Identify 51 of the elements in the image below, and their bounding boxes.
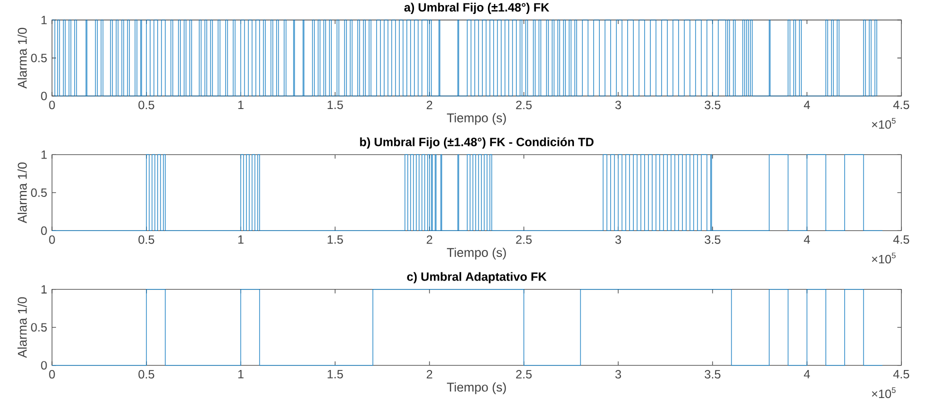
- y-tick-label: 0: [41, 92, 47, 100]
- y-axis-title: Alarma 1/0: [17, 162, 27, 224]
- chart-title: c) Umbral Adaptativo FK: [407, 272, 547, 284]
- x-axis-title: Tiempo (s): [446, 248, 506, 260]
- x-tick-label: 2.5: [516, 235, 532, 244]
- x-tick-label: 4.5: [893, 370, 910, 378]
- x-tick-label: 3.5: [704, 100, 720, 110]
- y-tick-label: 1: [42, 285, 47, 294]
- x-tick-label: 0: [49, 100, 55, 110]
- x-tick-label: 4: [804, 100, 810, 109]
- x-tick-label: 1: [238, 370, 244, 378]
- x-tick-label: 0.5: [138, 370, 154, 379]
- x-tick-label: 4.5: [893, 100, 910, 110]
- x-tick-label: 3: [615, 100, 622, 110]
- x-tick-label: 1: [238, 100, 244, 109]
- x-axis-title: Tiempo (s): [446, 113, 506, 125]
- y-tick-label: 0.5: [31, 323, 47, 332]
- x-tick-label: 4: [804, 235, 810, 244]
- y-tick-label: 0: [41, 226, 47, 235]
- chart-title: b) Umbral Fijo (±1.48°) FK - Condición TD: [360, 137, 594, 149]
- x-tick-label: 0.5: [138, 100, 154, 110]
- x-tick-label: 2: [426, 100, 432, 110]
- chart-title: a) Umbral Fijo (±1.48°) FK: [404, 2, 550, 14]
- y-tick-label: 0.5: [31, 54, 47, 62]
- y-axis-title: Alarma 1/0: [17, 28, 27, 89]
- x-tick-label: 0: [49, 370, 55, 379]
- y-tick-label: 1: [42, 150, 47, 159]
- y-tick-label: 0: [41, 361, 47, 370]
- x-tick-label: 0.5: [138, 235, 154, 244]
- x-tick-label: 4.5: [893, 235, 910, 244]
- text: ×10$^{5}$: [872, 118, 896, 129]
- x-axis-title: Tiempo (s): [446, 382, 506, 394]
- y-axis-title: Alarma 1/0: [17, 297, 27, 358]
- x-tick-label: 2.5: [516, 370, 532, 379]
- x-tick-label: 2: [426, 370, 432, 378]
- x-tick-label: 3.5: [704, 370, 720, 379]
- x-tick-label: 3.5: [704, 235, 720, 244]
- y-tick-label: 0.5: [31, 188, 47, 197]
- x-tick-label: 1.5: [328, 235, 343, 244]
- x-tick-label: 3: [615, 235, 622, 244]
- x-tick-label: 0: [49, 235, 55, 244]
- text: ×10$^{5}$: [872, 252, 896, 264]
- x-tick-label: 1: [238, 235, 244, 244]
- x-tick-label: 2: [426, 235, 432, 244]
- x-tick-label: 4: [804, 370, 810, 378]
- x-tick-label: 1.5: [328, 370, 343, 378]
- y-tick-label: 1: [42, 16, 47, 24]
- x-tick-label: 2.5: [516, 100, 532, 110]
- x-tick-label: 1.5: [328, 100, 343, 110]
- x-tick-label: 3: [615, 370, 622, 379]
- text: ×10$^{5}$: [872, 387, 896, 398]
